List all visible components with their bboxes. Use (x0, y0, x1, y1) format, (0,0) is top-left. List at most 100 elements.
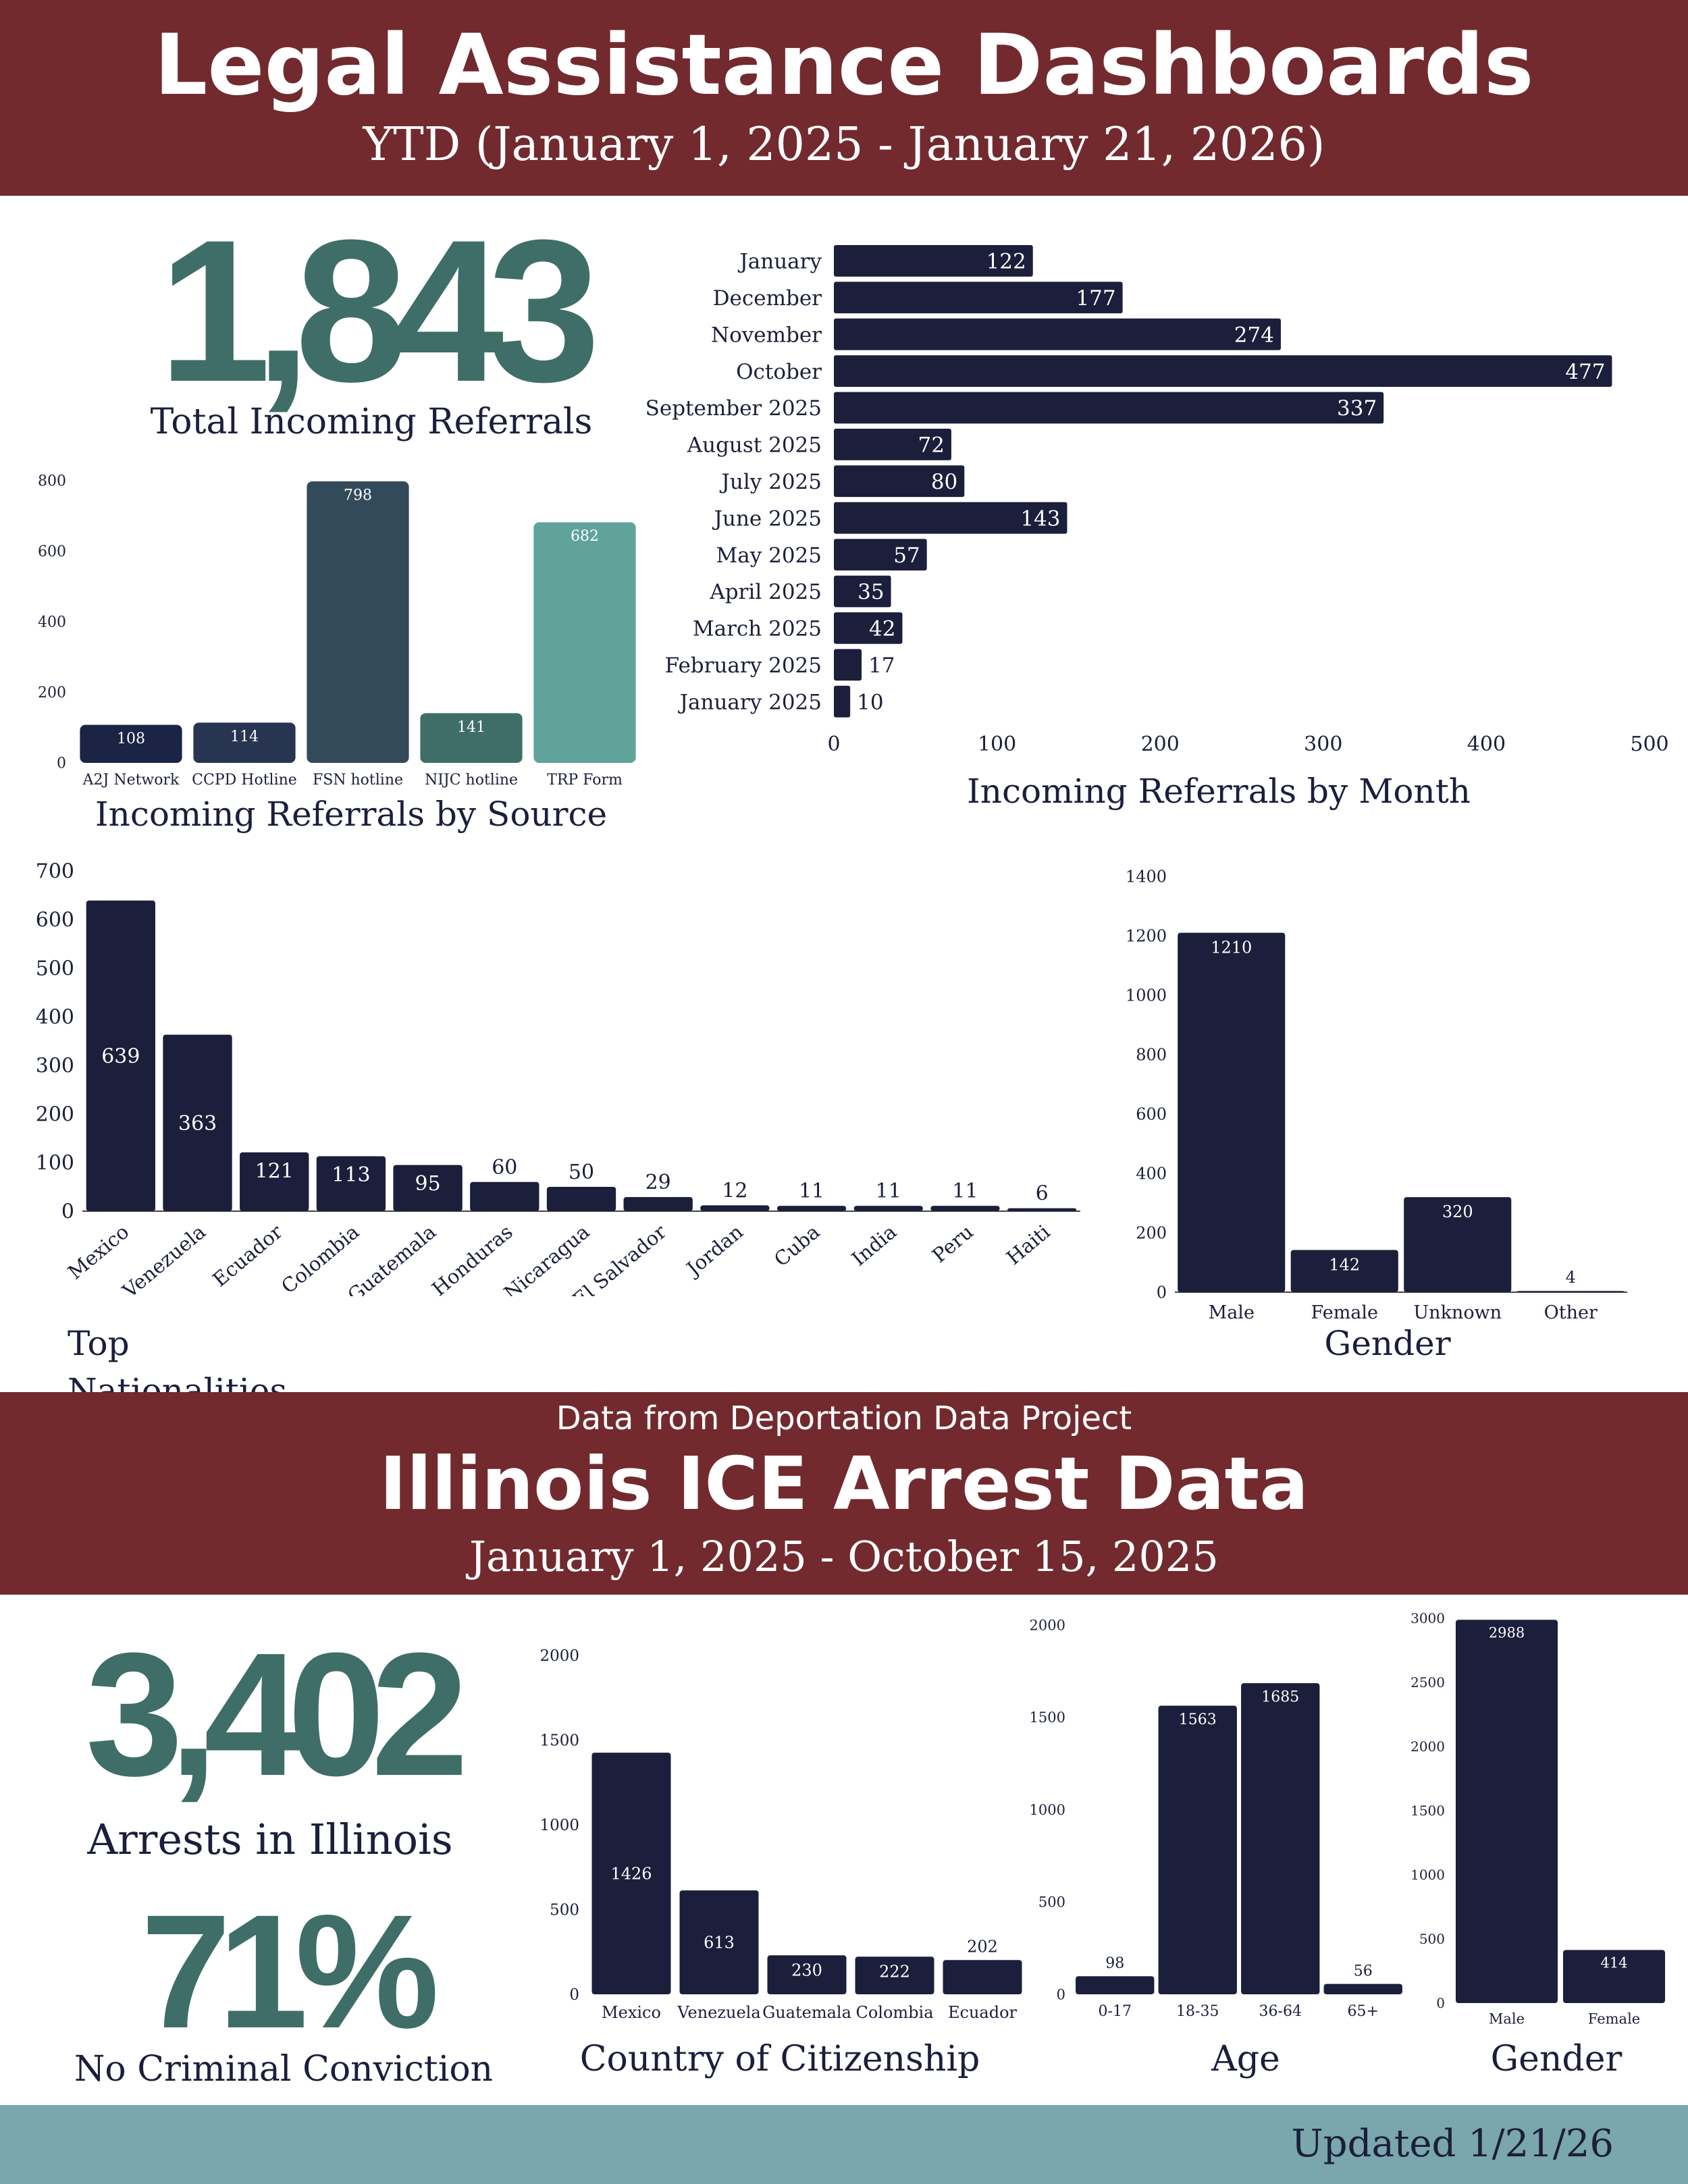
citizenship-bar (767, 1955, 847, 1994)
citizenship-bar (943, 1960, 1022, 1994)
source-ytick: 200 (38, 685, 66, 701)
month-value-label: 122 (986, 250, 1026, 274)
age-ytick: 1500 (1030, 1709, 1065, 1726)
month-xtick: 200 (1141, 733, 1180, 756)
age-bar (1241, 1683, 1320, 1994)
chart-gender-referrals-title: Gender (1324, 1324, 1451, 1363)
citizenship-category-label: Colombia (855, 2003, 933, 2022)
age-value-label: 1563 (1179, 1711, 1217, 1728)
age-ytick: 500 (1038, 1894, 1065, 1911)
age-ytick: 1000 (1030, 1802, 1065, 1818)
age-category-label: 65+ (1348, 2003, 1379, 2020)
citizenship-ytick: 500 (550, 1902, 579, 1919)
gender_ref-ytick: 400 (1136, 1164, 1167, 1183)
nationality-ytick: 100 (36, 1152, 74, 1175)
month-value-label: 337 (1337, 396, 1377, 421)
month-bar (834, 539, 927, 570)
month-category-label: May 2025 (716, 543, 822, 568)
month-value-label: 477 (1565, 360, 1605, 384)
nationality-bar (930, 1206, 1000, 1211)
nationality-ytick: 300 (36, 1055, 74, 1078)
age-bar (1076, 1976, 1155, 1994)
month-value-label: 274 (1234, 323, 1274, 347)
age-value-label: 1685 (1261, 1689, 1299, 1706)
month-bar (834, 392, 1384, 424)
source-ytick: 600 (38, 543, 66, 560)
month-category-label: November (711, 323, 822, 347)
nationality-value-label: 60 (492, 1156, 517, 1179)
gender_arrest-category-label: Male (1489, 2010, 1525, 2027)
source-category-label: A2J Network (82, 772, 180, 789)
chart-nationality: 0 100 200 300 400 500 600 700 639 Mexico 363 Venezu… (36, 860, 1080, 1296)
nationality-category-label: India (847, 1220, 901, 1270)
total-referrals-value: 1,843 (158, 197, 601, 424)
nationality-category-label: Mexico (63, 1220, 133, 1283)
citizenship-ytick: 1500 (539, 1732, 579, 1750)
gender_ref-ytick: 0 (1157, 1283, 1167, 1302)
source-bar (193, 722, 296, 763)
citizenship-value-label: 1426 (610, 1864, 652, 1883)
nationality-value-label: 12 (722, 1179, 747, 1202)
month-bar (834, 429, 951, 460)
month-value-label: 143 (1020, 506, 1060, 531)
gender_ref-bar (1290, 1250, 1398, 1292)
age-category-label: 18-35 (1176, 2003, 1219, 2020)
source-category-label: CCPD Hotline (192, 772, 297, 789)
gender_ref-ytick: 800 (1136, 1045, 1167, 1064)
chart-age-title: Age (1211, 2039, 1280, 2079)
month-value-label: 35 (858, 580, 884, 604)
nationality-bar (700, 1205, 770, 1211)
age-ytick: 0 (1057, 1986, 1065, 2002)
arrests-label: Arrests in Illinois (87, 1815, 453, 1864)
source-bar (533, 522, 636, 763)
gender_ref-ytick: 1400 (1126, 867, 1167, 886)
citizenship-category-label: Mexico (602, 2003, 661, 2022)
source-value-label: 682 (571, 528, 599, 545)
chart-citizenship: 0 500 1000 1500 2000 1426 Mexico 613 Venezuela 23… (539, 1647, 1022, 2022)
nationality-value-label: 121 (255, 1159, 294, 1183)
nationality-value-label: 11 (952, 1179, 978, 1203)
month-category-label: July 2025 (719, 470, 822, 494)
month-bar (834, 355, 1612, 387)
month-bar (834, 685, 851, 718)
citizenship-ytick: 1000 (539, 1817, 579, 1834)
month-bar (834, 318, 1281, 350)
nationality-bar (776, 1206, 847, 1211)
chart-gender-referrals: 0 200 400 600 800 1000 1200 1400 1210 Male 142 Fema… (1126, 867, 1627, 1323)
gender_ref-ytick: 1000 (1126, 986, 1167, 1005)
month-category-label: January 2025 (678, 690, 822, 714)
source-bar (307, 481, 409, 763)
gender_ref-value-label: 142 (1329, 1256, 1360, 1275)
section-subtitle: January 1, 2025 - October 15, 2025 (469, 1532, 1219, 1581)
age-ytick: 2000 (1030, 1617, 1065, 1633)
month-category-label: March 2025 (693, 617, 822, 641)
chart-month: January 122 December 177 November 274 October 4… (645, 245, 1668, 756)
source-category-label: TRP Form (547, 772, 623, 789)
source-category-label: NIJC hotline (425, 772, 518, 789)
citizenship-value-label: 230 (791, 1961, 822, 1979)
nationality-value-label: 639 (101, 1044, 140, 1068)
nationality-value-label: 6 (1036, 1182, 1049, 1206)
month-value-label: 42 (869, 617, 895, 641)
nationality-value-label: 29 (645, 1171, 671, 1194)
nationality-bar (316, 1156, 386, 1211)
source-category-label: FSN hotline (313, 772, 403, 789)
age-value-label: 56 (1354, 1963, 1373, 1980)
updated-date: Updated 1/21/26 (1291, 2122, 1614, 2166)
nationality-value-label: 113 (332, 1163, 370, 1187)
month-category-label: April 2025 (709, 580, 822, 604)
chart-source: 0 200 400 600 800 108 A2J Network 114 CCPD Hotli… (38, 473, 636, 789)
nationality-bar (393, 1165, 463, 1211)
nationality-bar (470, 1181, 539, 1211)
month-category-label: January (737, 250, 822, 274)
page-subtitle: YTD (January 1, 2025 - January 21, 2026) (363, 118, 1325, 171)
source-value-label: 108 (117, 730, 145, 747)
gender_arrest-ytick: 3000 (1410, 1610, 1445, 1626)
month-value-label: 80 (931, 470, 957, 494)
nationality-category-label: Peru (928, 1220, 978, 1267)
gender_ref-bar (1516, 1291, 1625, 1292)
month-value-label: 10 (857, 690, 883, 714)
source-value-label: 114 (230, 728, 259, 745)
nationality-category-label: Venezuela (117, 1220, 210, 1296)
month-bar (834, 245, 1033, 277)
